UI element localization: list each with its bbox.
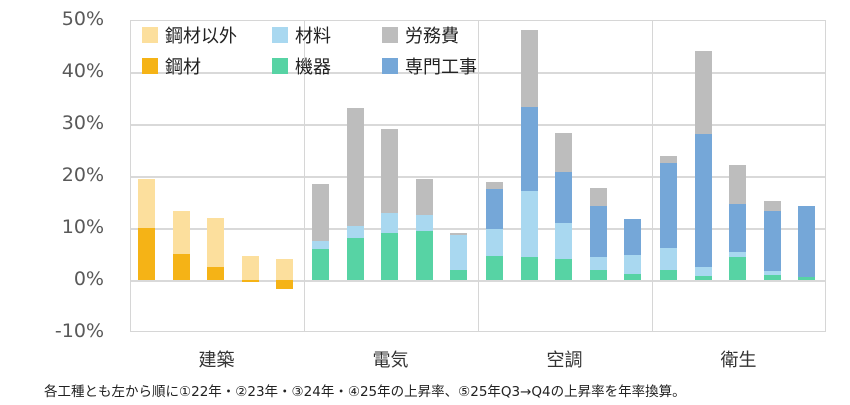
bar-segment-機器 xyxy=(346,237,364,280)
bar-segment-鋼材以外 xyxy=(207,218,225,267)
bar-segment-機器 xyxy=(520,257,538,280)
x-category-label: 電気 xyxy=(372,350,409,371)
bar-segment-材料 xyxy=(624,255,642,274)
bar-segment-専門工事 xyxy=(624,219,642,256)
bar-segment-材料 xyxy=(486,229,503,257)
y-tick-label: 40% xyxy=(61,60,104,82)
bar-segment-材料 xyxy=(450,235,468,270)
legend-swatch-icon xyxy=(272,58,288,74)
bar-segment-材料 xyxy=(312,241,329,249)
bar-segment-機器 xyxy=(660,270,677,280)
bar-segment-機器 xyxy=(486,256,503,280)
bar-segment-労務費 xyxy=(555,132,573,172)
bar-segment-専門工事 xyxy=(555,171,573,223)
bar-segment-鋼材以外 xyxy=(172,210,190,254)
legend-swatch-icon xyxy=(272,27,288,43)
bar-segment-材料 xyxy=(555,222,573,260)
group-divider xyxy=(652,21,653,331)
legend-swatch-icon xyxy=(142,27,158,43)
bar-segment-材料 xyxy=(346,225,364,238)
bar-segment-鋼材以外 xyxy=(241,256,259,280)
bar-segment-鋼材 xyxy=(138,228,155,280)
bar-segment-労務費 xyxy=(486,182,503,189)
bar-segment-労務費 xyxy=(729,165,747,205)
legend-item: 労務費 xyxy=(382,22,459,48)
bar-segment-材料 xyxy=(415,215,433,232)
bar-segment-労務費 xyxy=(660,156,677,163)
bar-segment-機器 xyxy=(729,257,747,280)
bar-segment-機器 xyxy=(312,248,329,280)
bar-segment-専門工事 xyxy=(486,189,503,230)
legend-label: 専門工事 xyxy=(405,57,477,78)
x-category-label: 建築 xyxy=(198,350,235,371)
plot-area xyxy=(130,20,826,332)
bar-segment-鋼材 xyxy=(241,280,259,283)
bar-segment-機器 xyxy=(450,269,468,280)
bar-segment-専門工事 xyxy=(660,163,677,249)
bar-segment-機器 xyxy=(415,231,433,280)
legend-item: 専門工事 xyxy=(382,53,477,79)
legend-item: 機器 xyxy=(272,53,331,79)
legend-label: 機器 xyxy=(295,57,331,78)
bar-segment-専門工事 xyxy=(729,204,747,252)
bar-segment-材料 xyxy=(763,271,781,276)
bar-segment-材料 xyxy=(694,267,712,276)
bar-segment-鋼材 xyxy=(276,280,294,290)
x-category-label: 衛生 xyxy=(720,350,757,371)
y-tick-label: 50% xyxy=(61,8,104,30)
legend-item: 材料 xyxy=(272,22,331,48)
legend-swatch-icon xyxy=(382,58,398,74)
footnote: 各工種とも左から順に①22年・②23年・③24年・④25年の上昇率、⑤25年Q3… xyxy=(44,384,686,400)
bar-segment-材料 xyxy=(729,251,747,258)
bar-segment-専門工事 xyxy=(798,206,816,277)
bar-segment-労務費 xyxy=(589,187,607,207)
bar-segment-労務費 xyxy=(763,200,781,211)
bar-segment-鋼材 xyxy=(207,267,225,280)
y-tick-label: 0% xyxy=(73,268,104,290)
bar-segment-機器 xyxy=(381,233,399,280)
bar-segment-専門工事 xyxy=(694,133,712,267)
bar-segment-専門工事 xyxy=(589,206,607,258)
bar-segment-労務費 xyxy=(312,183,329,241)
bar-segment-労務費 xyxy=(450,233,468,236)
y-tick-label: -10% xyxy=(54,320,104,342)
bar-segment-労務費 xyxy=(346,107,364,226)
y-tick-label: 30% xyxy=(61,112,104,134)
bar-segment-労務費 xyxy=(694,51,712,134)
y-tick-label: 20% xyxy=(61,164,104,186)
bar-segment-機器 xyxy=(694,275,712,280)
y-tick-label: 10% xyxy=(61,216,104,238)
legend-label: 労務費 xyxy=(405,26,459,47)
bar-segment-材料 xyxy=(589,257,607,271)
bar-segment-材料 xyxy=(520,191,538,258)
bar-segment-専門工事 xyxy=(763,210,781,272)
bar-segment-鋼材 xyxy=(172,254,190,280)
bar-segment-機器 xyxy=(763,275,781,280)
legend-label: 鋼材 xyxy=(165,57,201,78)
bar-segment-機器 xyxy=(798,276,816,280)
bar-segment-専門工事 xyxy=(520,106,538,192)
bar-segment-労務費 xyxy=(520,29,538,107)
bar-segment-労務費 xyxy=(415,179,433,215)
bar-segment-労務費 xyxy=(381,129,399,213)
legend-item: 鋼材 xyxy=(142,53,201,79)
group-divider xyxy=(304,21,305,331)
legend-swatch-icon xyxy=(142,58,158,74)
legend: 鋼材以外 材料 労務費鋼材 機器 専門工事 xyxy=(142,22,702,86)
x-category-label: 空調 xyxy=(546,350,583,371)
group-divider xyxy=(478,21,479,331)
bar-segment-鋼材以外 xyxy=(276,258,294,280)
legend-label: 材料 xyxy=(295,26,331,47)
bar-segment-材料 xyxy=(660,248,677,271)
bar-segment-材料 xyxy=(381,212,399,234)
bar-segment-機器 xyxy=(624,273,642,280)
bar-segment-機器 xyxy=(555,259,573,280)
legend-item: 鋼材以外 xyxy=(142,22,237,48)
legend-label: 鋼材以外 xyxy=(165,26,237,47)
bar-segment-機器 xyxy=(589,270,607,280)
bar-segment-鋼材以外 xyxy=(138,179,155,228)
legend-swatch-icon xyxy=(382,27,398,43)
